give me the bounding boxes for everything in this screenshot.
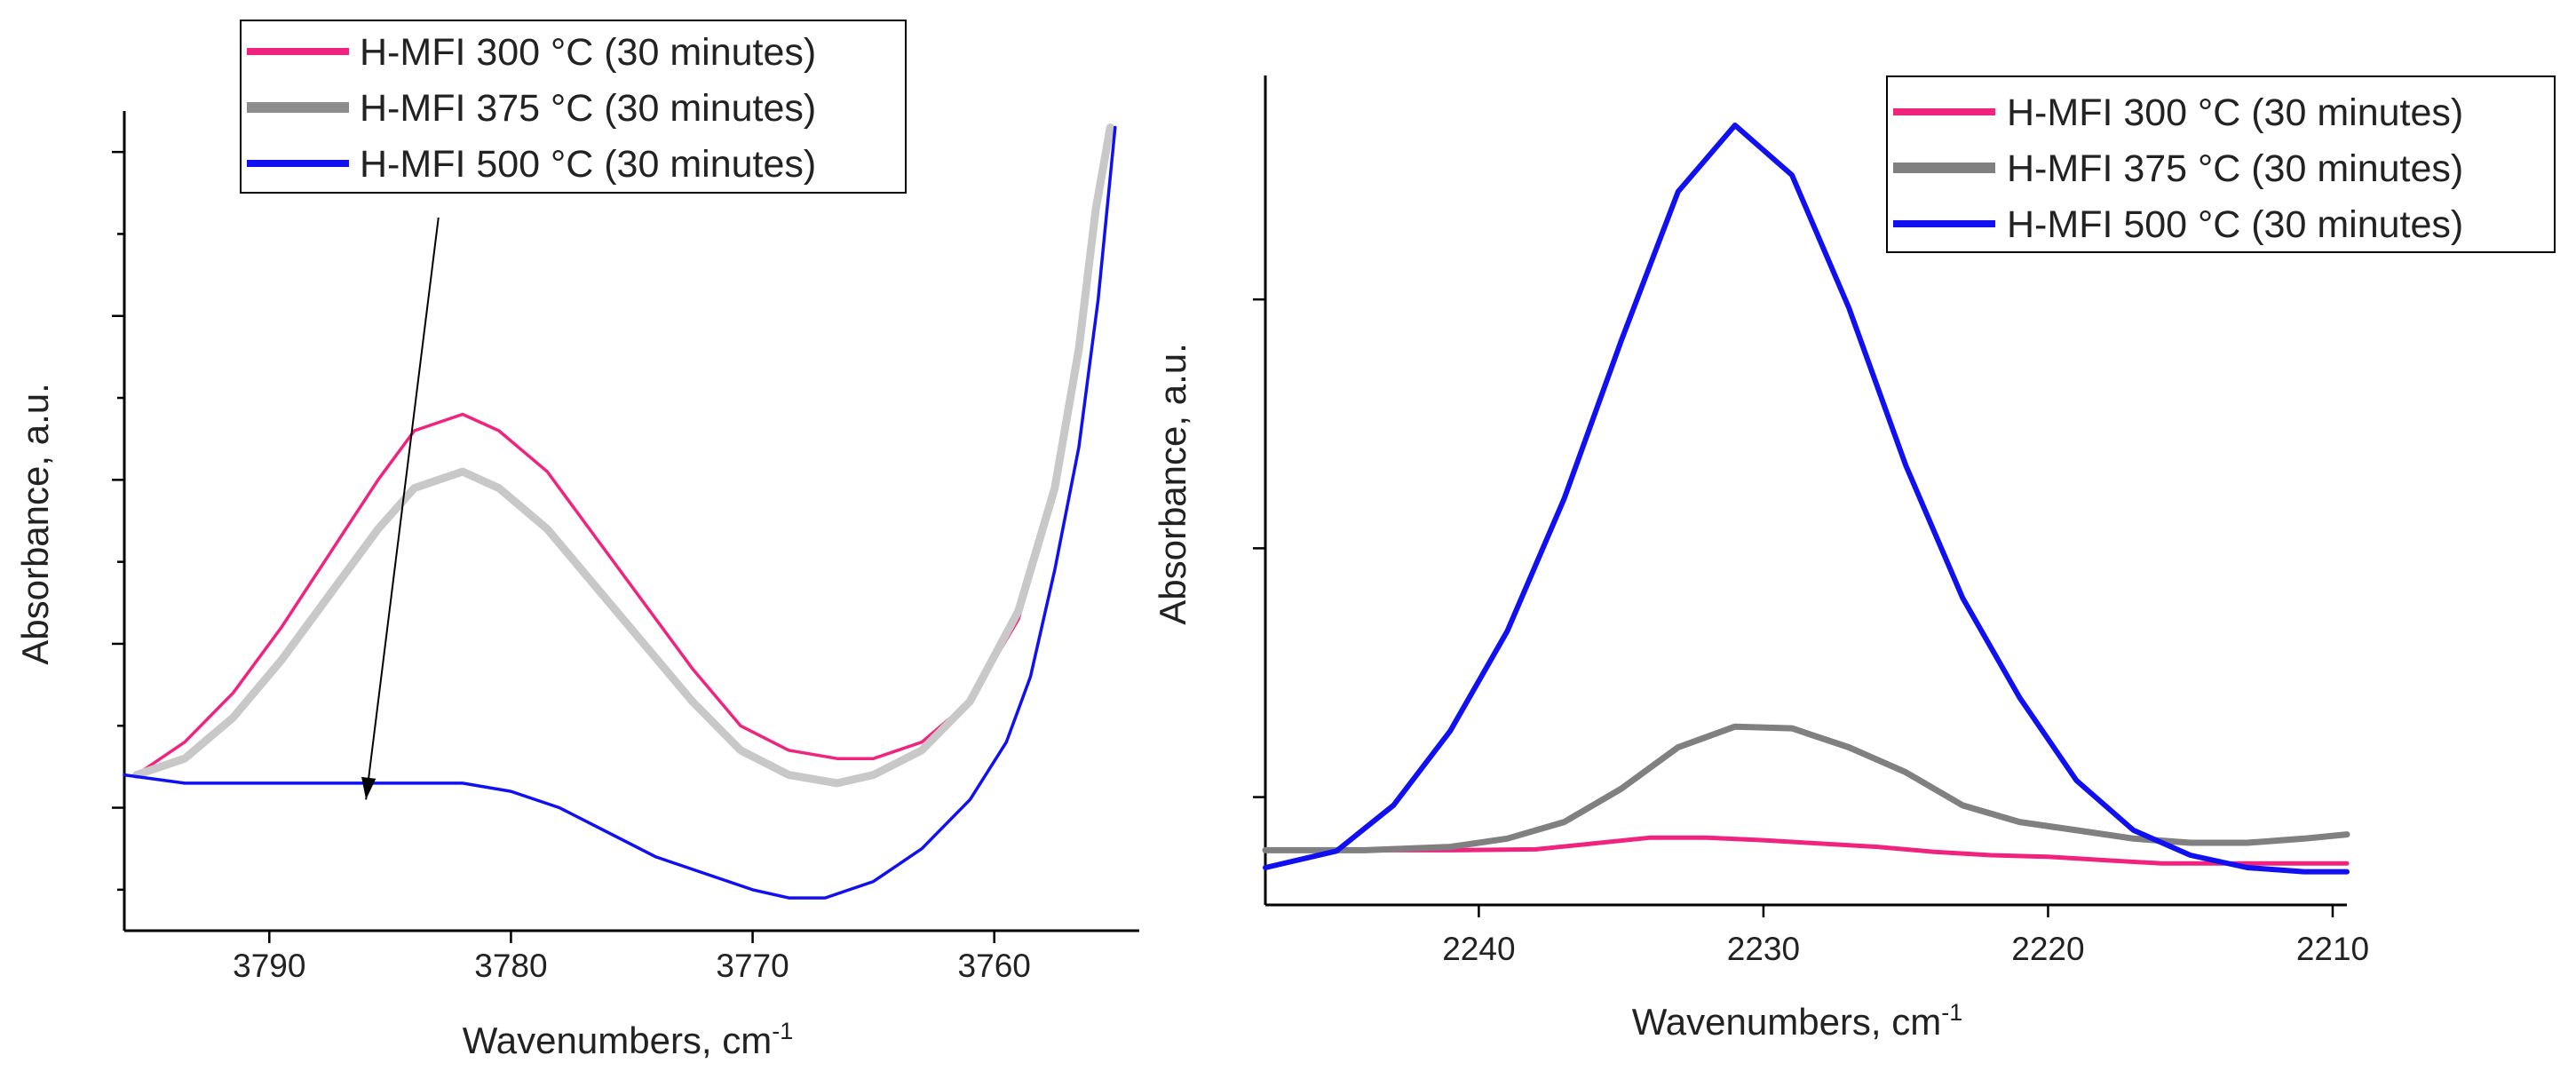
right-x-tick-label: 2210 <box>2296 931 2369 967</box>
left-legend-label-2: H-MFI 500 °C (30 minutes) <box>360 143 816 186</box>
left-annotation-group <box>361 217 440 800</box>
left-y-axis-title: Absorbance, a.u. <box>14 383 56 665</box>
left-x-tick-label: 3770 <box>716 948 789 984</box>
right-x-tick-label: 2230 <box>1727 931 1800 967</box>
right-series-line-3 <box>1263 123 2350 875</box>
right-legend-label-0: H-MFI 300 °C (30 minutes) <box>2007 91 2463 134</box>
right-series-line-1 <box>1263 835 2350 866</box>
right-legend-box <box>1886 75 2556 253</box>
right-x-axis-title: Wavenumbers, cm-1 <box>1632 999 1963 1043</box>
left-x-tick-label: 3760 <box>958 948 1031 984</box>
right-x-tick-label: 2220 <box>2011 931 2084 967</box>
right-x-ticks: 2240 2230 2220 2210 <box>1442 905 2369 967</box>
left-series-line-3 <box>123 125 1117 900</box>
left-x-axis-title: Wavenumbers, cm-1 <box>463 1018 794 1061</box>
right-series-line-2 <box>1262 723 2350 853</box>
left-legend-box <box>240 20 907 194</box>
left-chart-panel: 3790 3780 3770 3760 Absorbance, a.u. Wavenu… <box>14 20 1139 1061</box>
left-series-group <box>123 123 1117 900</box>
right-y-ticks <box>1253 298 1265 798</box>
right-legend-label-2: H-MFI 500 °C (30 minutes) <box>2007 203 2463 246</box>
right-chart-panel: 2240 2230 2220 2210 Absorbance, a.u. Wavenu… <box>1152 75 2556 1043</box>
trend-arrow-line <box>365 217 440 800</box>
left-legend: H-MFI 300 °C (30 minutes) H-MFI 375 °C (… <box>240 20 907 194</box>
left-series-line-1 <box>134 125 1113 777</box>
left-x-axis-title-main: Wavenumbers, cm <box>463 1019 773 1061</box>
right-x-axis-title-main: Wavenumbers, cm <box>1632 1001 1942 1043</box>
right-x-tick-label: 2240 <box>1442 931 1515 967</box>
left-x-tick-label: 3790 <box>233 948 305 984</box>
right-series-group <box>1262 123 2350 875</box>
right-y-axis-title: Absorbance, a.u. <box>1152 343 1193 625</box>
left-x-tick-label: 3780 <box>474 948 547 984</box>
left-x-ticks: 3790 3780 3770 3760 <box>233 931 1031 984</box>
left-y-ticks <box>112 150 124 892</box>
trend-arrow-head-icon <box>361 776 376 800</box>
left-series-line-2 <box>132 123 1114 788</box>
right-legend-label-1: H-MFI 375 °C (30 minutes) <box>2007 147 2463 190</box>
right-x-axis-title-superscript: -1 <box>1941 999 1962 1026</box>
left-x-axis-title-superscript: -1 <box>772 1018 793 1044</box>
left-legend-label-0: H-MFI 300 °C (30 minutes) <box>360 31 816 74</box>
right-legend: H-MFI 300 °C (30 minutes) H-MFI 375 °C (… <box>1886 75 2556 253</box>
left-legend-label-1: H-MFI 375 °C (30 minutes) <box>360 87 816 130</box>
